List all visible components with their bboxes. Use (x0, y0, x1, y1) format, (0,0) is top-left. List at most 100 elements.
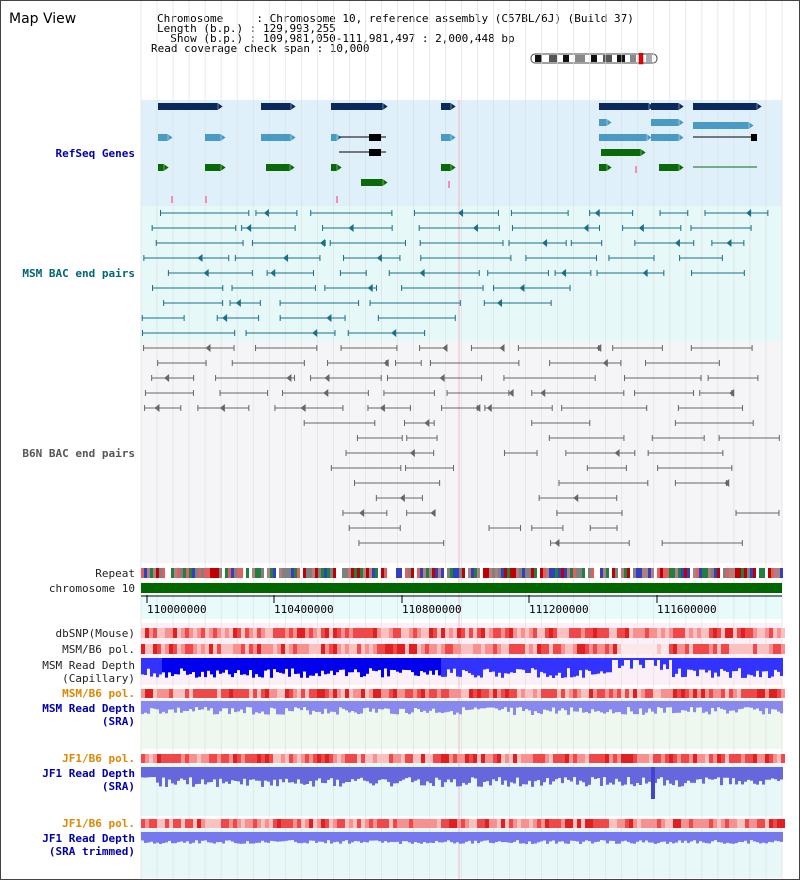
track-label-msm-depth-capillary[interactable]: MSM Read Depth (42, 659, 135, 672)
msm-pol2-cell (165, 689, 169, 698)
msm-sra-depth (552, 701, 555, 708)
repeat-cell (633, 568, 636, 578)
jf1-trim-depth (249, 832, 252, 844)
track-label-msm-depth-sra-sub: (SRA) (101, 715, 135, 728)
msm-pol2-cell (429, 689, 433, 698)
jf1-trim-depth (756, 832, 759, 843)
jf1-sra-depth (750, 767, 753, 781)
msm-capillary-depth (513, 658, 516, 673)
track-label-msm-bac[interactable]: MSM BAC end pairs (22, 267, 135, 280)
msm-capillary-depth (210, 658, 213, 675)
msm-pol-cell (509, 644, 513, 654)
msm-capillary-depth (576, 658, 579, 676)
msm-sra-depth (525, 701, 528, 709)
msm-capillary-depth (726, 658, 729, 672)
msm-pol-cell (169, 644, 173, 654)
msm-capillary-depth (222, 658, 225, 673)
msm-capillary-depth (672, 658, 675, 678)
jf1-sra-depth (480, 767, 483, 787)
repeat-cell (660, 568, 663, 578)
repeat-cell (582, 568, 585, 578)
jf1-pol2-cell (349, 819, 353, 828)
dbsnp-cell (749, 628, 753, 638)
msm-capillary-depth (663, 658, 666, 665)
jf1-trim-depth (552, 832, 555, 841)
track-label-msm-b6-pol-2[interactable]: MSM/B6 pol. (62, 687, 135, 700)
msm-pol-cell (277, 644, 281, 654)
msm-capillary-depth (564, 658, 567, 678)
gene-feature-arrow (678, 133, 685, 142)
msm-sra-depth (396, 701, 399, 715)
jf1-trim-depth (306, 832, 309, 844)
msm-pol-cell (677, 644, 681, 654)
repeat-cell (396, 568, 399, 578)
msm-capillary-depth (678, 658, 681, 669)
msm-capillary-depth (300, 658, 303, 678)
msm-capillary-depth (516, 658, 519, 670)
jf1-trim-depth (633, 832, 636, 844)
msm-sra-depth (696, 701, 699, 708)
track-label-refseq[interactable]: RefSeq Genes (55, 147, 135, 160)
msm-pol2-cell (701, 689, 705, 698)
jf1-trim-depth (345, 832, 348, 841)
msm-sra-depth (507, 701, 510, 712)
msm-capillary-depth (345, 658, 348, 677)
track-label-dbsnp[interactable]: dbSNP(Mouse) (55, 627, 135, 640)
msm-pol-cell (461, 644, 465, 654)
msm-pol2-cell (477, 689, 481, 698)
dbsnp-cell (757, 628, 761, 638)
msm-pol-cell (445, 644, 449, 654)
jf1-trim-depth (246, 832, 249, 842)
repeat-cell (282, 568, 285, 578)
msm-sra-depth (531, 701, 534, 715)
jf1-trim-depth (747, 832, 750, 844)
msm-sra-depth (300, 701, 303, 711)
msm-sra-depth (678, 701, 681, 713)
msm-capillary-depth (507, 658, 510, 674)
repeat-cell (561, 568, 564, 578)
jf1-trim-depth (741, 832, 744, 843)
track-label-msm-b6-pol[interactable]: MSM/B6 pol. (62, 643, 135, 656)
gene-feature (266, 164, 290, 171)
track-label-jf1-b6-pol[interactable]: JF1/B6 pol. (62, 752, 135, 765)
msm-bac-pair-arrow (197, 254, 203, 262)
jf1-pol-cell (677, 754, 681, 763)
jf1-trim-depth (147, 832, 150, 843)
gene-feature-arrow (678, 102, 685, 111)
msm-pol-cell (229, 644, 233, 654)
chromosome-ideogram[interactable] (529, 53, 661, 65)
repeat-cell (192, 568, 195, 578)
jf1-pol2-cell (725, 819, 729, 828)
track-label-msm-depth-sra[interactable]: MSM Read Depth (42, 702, 135, 715)
repeat-cell (291, 568, 294, 578)
dbsnp-cell (557, 628, 561, 638)
track-label-repeat[interactable]: Repeat (95, 567, 135, 580)
jf1-sra-depth (570, 767, 573, 782)
msm-capillary-depth (453, 658, 456, 669)
repeat-cell (657, 568, 660, 578)
msm-capillary-depth (270, 658, 273, 678)
jf1-sra-depth (504, 767, 507, 781)
repeat-cell (339, 568, 342, 578)
repeat-cell (294, 568, 297, 578)
jf1-sra-depth (345, 767, 348, 782)
msm-pol-cell (313, 644, 317, 654)
msm-pol-cell (317, 644, 321, 654)
dbsnp-cell (177, 628, 181, 638)
msm-sra-depth (522, 701, 525, 712)
track-label-chromosome[interactable]: chromosome 10 (48, 582, 135, 595)
dbsnp-cell (429, 628, 433, 638)
jf1-trim-depth (216, 832, 219, 843)
jf1-pol-cell (473, 754, 477, 763)
msm-capillary-depth (651, 658, 654, 660)
jf1-trim-depth (531, 832, 534, 844)
track-label-b6n-bac[interactable]: B6N BAC end pairs (22, 447, 135, 460)
jf1-pol2-cell (373, 819, 377, 828)
track-label-jf1-depth-trimmed[interactable]: JF1 Read Depth (42, 832, 135, 845)
track-label-jf1-b6-pol-2[interactable]: JF1/B6 pol. (62, 817, 135, 830)
jf1-sra-depth (648, 767, 651, 782)
repeat-cell (381, 568, 384, 578)
track-label-jf1-depth-sra[interactable]: JF1 Read Depth (42, 767, 135, 780)
msm-capillary-depth (315, 658, 318, 674)
